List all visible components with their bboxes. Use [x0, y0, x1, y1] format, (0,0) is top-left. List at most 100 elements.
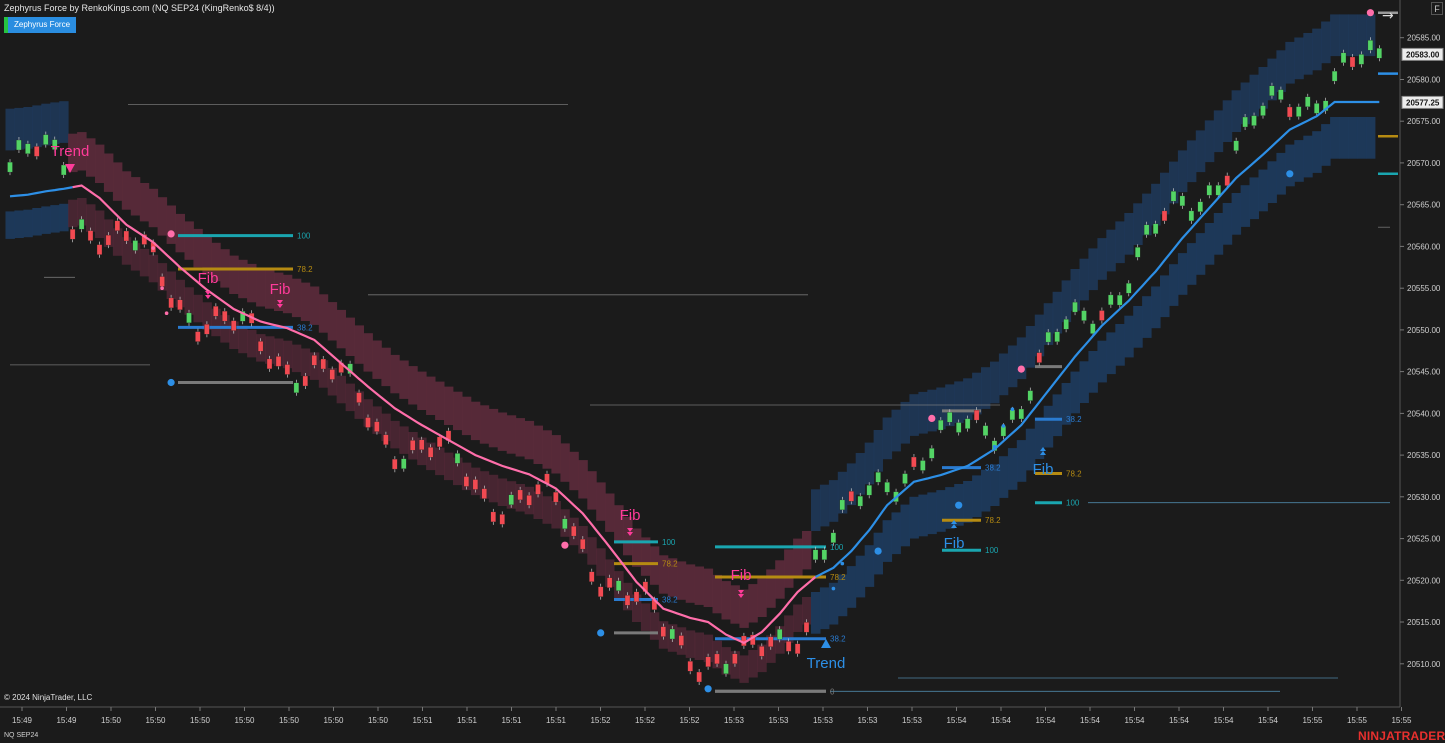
band-segment-lower — [399, 426, 409, 454]
fib-level-label: 38.2 — [830, 635, 846, 644]
fib-level-label: 78.2 — [830, 573, 846, 582]
band-segment — [95, 144, 105, 183]
up-brick — [1331, 70, 1338, 82]
band-segment-lower — [130, 243, 141, 271]
band-segment — [453, 391, 463, 431]
band-segment-lower — [632, 594, 642, 622]
down-brick — [69, 229, 76, 240]
band-segment — [802, 531, 812, 570]
y-tick-label: 20520.00 — [1407, 576, 1441, 585]
band-segment — [282, 274, 293, 314]
up-brick — [454, 453, 461, 464]
band-segment-lower — [238, 325, 248, 354]
up-brick — [1081, 310, 1087, 321]
band-segment-upper — [811, 489, 821, 531]
y-tick-label: 20565.00 — [1407, 201, 1441, 210]
trail-dot — [1001, 424, 1006, 428]
band-segment-upper — [5, 108, 15, 151]
band-segment-upper — [1097, 238, 1107, 280]
band-segment-lower — [318, 360, 329, 388]
up-brick — [1143, 224, 1150, 235]
brand-part-b: TRADER — [1394, 729, 1445, 743]
band-segment — [1330, 117, 1340, 159]
fib-down-chevron-icon — [627, 528, 633, 536]
y-tick-label: 20585.00 — [1407, 34, 1441, 43]
signal-dot — [704, 685, 712, 693]
band-segment — [864, 545, 875, 587]
down-brick — [535, 484, 541, 495]
band-segment — [274, 272, 284, 311]
down-brick — [231, 320, 237, 331]
f-button[interactable]: F — [1431, 2, 1443, 15]
up-brick — [1126, 283, 1132, 294]
up-brick — [839, 499, 845, 511]
band-segment — [1339, 117, 1349, 159]
up-brick — [723, 663, 729, 674]
down-brick — [96, 244, 103, 255]
band-segment — [1258, 169, 1268, 212]
up-brick — [1242, 116, 1248, 128]
x-tick-label: 15:50 — [279, 716, 300, 725]
up-brick — [1170, 191, 1177, 202]
down-brick — [311, 355, 317, 366]
y-tick-label: 20555.00 — [1407, 284, 1441, 293]
band-segment — [59, 203, 69, 232]
trail-dot — [164, 311, 169, 316]
down-brick — [302, 375, 308, 387]
y-tick-label: 20525.00 — [1407, 535, 1441, 544]
band-segment-upper — [1151, 183, 1161, 226]
down-brick — [768, 636, 774, 647]
band-segment-lower — [793, 604, 803, 632]
x-tick-label: 15:50 — [234, 716, 255, 725]
y-tick-label: 20570.00 — [1407, 159, 1441, 168]
up-brick — [1197, 201, 1203, 212]
band-segment-lower — [435, 447, 445, 476]
copyright-text: © 2024 NinjaTrader, LLC — [4, 693, 93, 702]
up-brick — [857, 495, 863, 507]
trend-label: Trend — [807, 655, 846, 672]
down-brick — [213, 306, 219, 317]
band-segment — [166, 205, 176, 244]
x-tick-label: 15:53 — [857, 716, 878, 725]
band-segment-upper — [864, 442, 875, 485]
x-tick-label: 15:52 — [590, 716, 611, 725]
band-segment-lower — [444, 452, 454, 481]
up-brick — [7, 161, 13, 173]
band-segment — [1240, 185, 1251, 227]
x-tick-label: 15:51 — [501, 716, 522, 725]
down-brick — [1036, 352, 1042, 363]
down-brick — [365, 417, 371, 428]
down-brick — [732, 653, 738, 664]
x-tick-label: 15:54 — [991, 716, 1012, 725]
band-segment — [318, 294, 329, 333]
x-tick-label: 15:50 — [101, 716, 122, 725]
up-brick — [1215, 185, 1221, 196]
band-segment — [811, 592, 821, 634]
indicator-label: Zephyrus Force — [14, 20, 71, 29]
band-segment-upper — [1267, 58, 1277, 101]
signal-bands — [5, 14, 1376, 683]
signal-dot — [597, 629, 605, 637]
up-brick — [938, 419, 944, 431]
band-segment — [882, 520, 893, 562]
up-brick — [1018, 408, 1024, 420]
trail-dot — [840, 561, 845, 566]
band-segment-upper — [1034, 314, 1045, 357]
band-segment-upper — [1312, 28, 1322, 71]
band-segment-upper — [1025, 326, 1036, 368]
band-segment-upper — [1276, 50, 1286, 92]
band-segment-lower — [282, 340, 293, 369]
band-segment — [766, 569, 776, 608]
band-segment — [1177, 253, 1188, 295]
up-brick — [1269, 85, 1275, 96]
x-tick-label: 15:51 — [412, 716, 433, 725]
band-segment-upper — [1231, 90, 1242, 132]
x-tick-label: 15:54 — [1213, 716, 1234, 725]
indicator-tag[interactable]: Zephyrus Force — [4, 17, 76, 33]
up-brick — [982, 425, 989, 436]
horizontal-reference-lines — [10, 104, 1390, 692]
down-brick — [589, 571, 595, 582]
band-segment — [336, 309, 346, 349]
band-segment-upper — [1285, 41, 1295, 84]
